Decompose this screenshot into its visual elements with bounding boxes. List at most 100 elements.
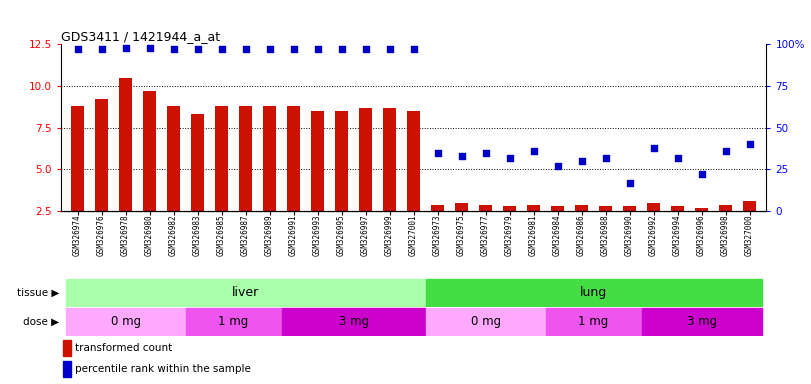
Bar <box>431 205 444 253</box>
Text: GSM326984: GSM326984 <box>553 215 562 256</box>
Point <box>143 45 156 51</box>
Bar <box>527 205 540 253</box>
Text: GSM326981: GSM326981 <box>529 215 539 256</box>
Text: GSM327000: GSM327000 <box>745 215 754 256</box>
Text: 1 mg: 1 mg <box>578 315 609 328</box>
Bar <box>95 99 108 253</box>
Bar <box>311 111 324 253</box>
Text: GSM326999: GSM326999 <box>385 215 394 256</box>
Point <box>119 45 132 51</box>
Point <box>407 46 420 52</box>
Bar <box>719 205 732 253</box>
Bar <box>215 106 228 253</box>
Text: GSM326979: GSM326979 <box>505 215 514 256</box>
Point <box>263 46 276 52</box>
Point <box>743 141 756 147</box>
Text: GSM326975: GSM326975 <box>457 215 466 256</box>
Bar <box>287 106 300 253</box>
Text: lung: lung <box>580 286 607 299</box>
Point <box>335 46 348 52</box>
Point <box>311 46 324 52</box>
Bar <box>167 106 180 253</box>
Bar <box>62 341 71 356</box>
Point <box>623 180 636 186</box>
Text: GSM326991: GSM326991 <box>289 215 298 256</box>
Bar <box>143 91 157 253</box>
Text: GSM326993: GSM326993 <box>313 215 322 256</box>
Point <box>575 158 588 164</box>
Text: GSM326988: GSM326988 <box>601 215 610 256</box>
Text: transformed count: transformed count <box>75 343 172 353</box>
Point <box>672 155 684 161</box>
Bar <box>671 206 684 253</box>
Text: percentile rank within the sample: percentile rank within the sample <box>75 364 251 374</box>
Point <box>599 155 612 161</box>
Point <box>287 46 300 52</box>
Point <box>167 46 180 52</box>
Point <box>359 46 372 52</box>
Point <box>695 171 708 177</box>
Bar <box>546 308 642 336</box>
Bar <box>62 361 71 377</box>
Bar <box>191 114 204 253</box>
Bar <box>335 111 348 253</box>
Bar <box>455 203 468 253</box>
Text: 0 mg: 0 mg <box>470 315 500 328</box>
Point <box>215 46 228 52</box>
Text: tissue ▶: tissue ▶ <box>17 288 59 298</box>
Text: GSM326986: GSM326986 <box>577 215 586 256</box>
Text: GSM326978: GSM326978 <box>121 215 130 256</box>
Point <box>239 46 252 52</box>
Point <box>551 163 564 169</box>
Text: GSM326985: GSM326985 <box>217 215 226 256</box>
Text: GSM326998: GSM326998 <box>721 215 730 256</box>
Text: GSM326983: GSM326983 <box>193 215 202 256</box>
Bar <box>743 201 756 253</box>
Text: dose ▶: dose ▶ <box>23 316 59 327</box>
Bar <box>503 206 517 253</box>
Text: GSM326997: GSM326997 <box>361 215 370 256</box>
Text: 3 mg: 3 mg <box>338 315 369 328</box>
Bar <box>281 308 426 336</box>
Text: GSM326974: GSM326974 <box>73 215 82 256</box>
Point <box>719 148 732 154</box>
Bar <box>695 208 708 253</box>
Text: GSM327001: GSM327001 <box>409 215 418 256</box>
Text: GSM326994: GSM326994 <box>673 215 682 256</box>
Text: GSM326995: GSM326995 <box>337 215 346 256</box>
Text: liver: liver <box>232 286 260 299</box>
Point <box>383 46 396 52</box>
Point <box>431 150 444 156</box>
Bar <box>66 279 426 306</box>
Text: GSM326980: GSM326980 <box>145 215 154 256</box>
Text: GDS3411 / 1421944_a_at: GDS3411 / 1421944_a_at <box>61 30 220 43</box>
Bar <box>407 111 420 253</box>
Text: GSM326990: GSM326990 <box>625 215 634 256</box>
Point <box>71 46 84 52</box>
Bar <box>383 108 397 253</box>
Text: 3 mg: 3 mg <box>687 315 717 328</box>
Bar <box>71 106 84 253</box>
Bar <box>575 205 588 253</box>
Bar <box>551 206 564 253</box>
Text: GSM326987: GSM326987 <box>241 215 250 256</box>
Bar <box>66 308 186 336</box>
Bar <box>642 308 762 336</box>
Text: GSM326976: GSM326976 <box>97 215 106 256</box>
Bar <box>599 206 612 253</box>
Point <box>191 46 204 52</box>
Point <box>455 153 468 159</box>
Bar <box>479 205 492 253</box>
Text: 0 mg: 0 mg <box>110 315 140 328</box>
Bar <box>119 78 132 253</box>
Point <box>479 150 492 156</box>
Point <box>527 148 540 154</box>
Text: GSM326996: GSM326996 <box>697 215 706 256</box>
Bar <box>623 206 636 253</box>
Text: GSM326989: GSM326989 <box>265 215 274 256</box>
Text: 1 mg: 1 mg <box>218 315 249 328</box>
Bar <box>359 108 372 253</box>
Bar <box>647 203 660 253</box>
Point <box>503 155 516 161</box>
Text: GSM326977: GSM326977 <box>481 215 490 256</box>
